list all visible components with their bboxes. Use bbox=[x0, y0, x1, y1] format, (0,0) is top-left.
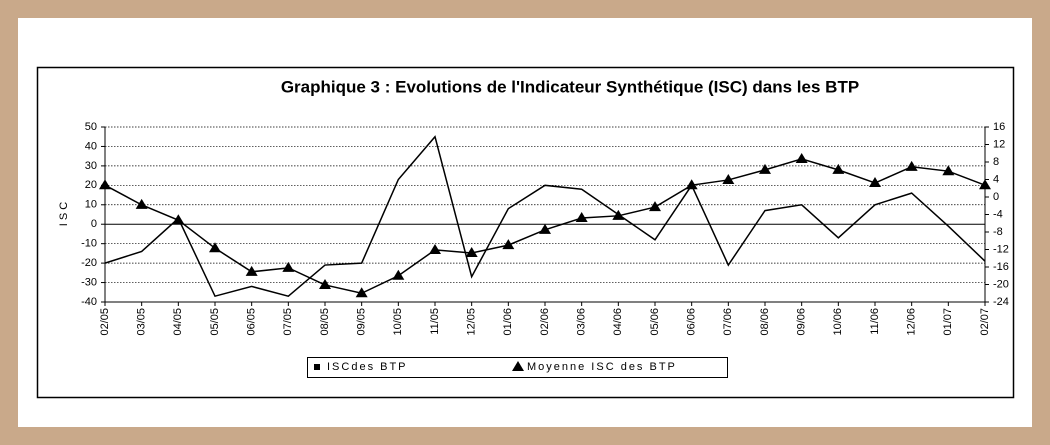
point-marker bbox=[612, 209, 625, 220]
x-tick-label: 12/06 bbox=[906, 308, 918, 336]
point-marker bbox=[465, 247, 478, 257]
point-marker bbox=[209, 242, 221, 253]
point-marker bbox=[575, 212, 588, 222]
y-tick-label: 20 bbox=[85, 179, 97, 191]
point-marker bbox=[832, 163, 845, 174]
x-tick-label: 08/06 bbox=[759, 308, 771, 336]
point-marker bbox=[795, 152, 808, 163]
y-tick-label: -40 bbox=[81, 296, 97, 308]
x-tick-label: 08/05 bbox=[319, 308, 331, 336]
y2-tick-label: -24 bbox=[993, 296, 1009, 308]
point-marker bbox=[282, 261, 295, 272]
y2-tick-label: -16 bbox=[993, 261, 1009, 273]
y-tick-label: 50 bbox=[85, 121, 97, 133]
series-line bbox=[104, 135, 986, 298]
x-tick-label: 07/05 bbox=[282, 308, 294, 336]
point-marker bbox=[905, 160, 918, 171]
point-marker bbox=[685, 179, 698, 190]
point-marker bbox=[942, 165, 955, 176]
point-marker bbox=[649, 201, 661, 212]
x-tick-label: 03/05 bbox=[136, 308, 148, 336]
y2-tick-label: 16 bbox=[993, 121, 1005, 133]
point-marker bbox=[869, 177, 881, 187]
y-tick-label: 10 bbox=[85, 199, 97, 211]
legend-marker bbox=[314, 364, 320, 370]
x-tick-label: 09/06 bbox=[796, 308, 808, 336]
x-tick-label: 07/06 bbox=[722, 308, 734, 336]
point-marker bbox=[392, 269, 405, 280]
legend-label: Moyenne ISC des BTP bbox=[527, 361, 677, 373]
x-tick-label: 06/05 bbox=[246, 308, 258, 336]
legend-label: ISCdes BTP bbox=[327, 361, 408, 373]
x-tick-label: 03/06 bbox=[576, 308, 588, 336]
x-tick-label: 04/05 bbox=[172, 308, 184, 336]
y2-tick-label: 12 bbox=[993, 138, 1005, 150]
x-tick-label: 05/06 bbox=[649, 308, 661, 336]
y-axis-label: I S C bbox=[58, 202, 70, 227]
x-tick-label: 02/07 bbox=[979, 308, 991, 336]
y-tick-label: 30 bbox=[85, 160, 97, 172]
point-marker bbox=[539, 223, 551, 234]
legend-box bbox=[307, 357, 728, 378]
y-tick-label: -10 bbox=[81, 238, 97, 250]
x-tick-label: 12/05 bbox=[466, 308, 478, 336]
y2-tick-label: -4 bbox=[993, 208, 1003, 220]
point-marker bbox=[319, 278, 331, 289]
x-tick-label: 11/06 bbox=[869, 308, 881, 335]
y2-tick-label: 8 bbox=[993, 156, 999, 168]
x-tick-label: 02/06 bbox=[539, 308, 551, 336]
y2-tick-label: 4 bbox=[993, 173, 999, 185]
point-marker bbox=[172, 214, 185, 225]
y2-tick-label: -8 bbox=[993, 226, 1003, 238]
chart-title: Graphique 3 : Evolutions de l'Indicateur… bbox=[281, 77, 859, 96]
y2-tick-label: -12 bbox=[993, 243, 1009, 255]
point-marker bbox=[355, 287, 368, 298]
y-tick-label: 0 bbox=[91, 218, 97, 230]
y2-tick-label: 0 bbox=[993, 191, 999, 203]
y-tick-label: -20 bbox=[81, 257, 97, 269]
x-tick-label: 02/05 bbox=[99, 308, 111, 336]
x-tick-label: 01/06 bbox=[502, 308, 514, 336]
panel bbox=[18, 18, 1032, 427]
point-marker bbox=[429, 243, 441, 254]
x-tick-label: 11/05 bbox=[429, 308, 441, 335]
point-marker bbox=[99, 179, 111, 190]
x-tick-label: 09/05 bbox=[356, 308, 368, 336]
point-marker bbox=[135, 198, 148, 209]
x-tick-label: 05/05 bbox=[209, 308, 221, 336]
point-marker bbox=[245, 265, 258, 276]
x-tick-label: 10/06 bbox=[832, 308, 844, 336]
y2-tick-label: -20 bbox=[993, 278, 1009, 290]
point-marker bbox=[979, 179, 991, 190]
x-tick-label: 10/05 bbox=[392, 308, 404, 336]
point-marker bbox=[502, 239, 515, 250]
chart-border bbox=[36, 66, 1015, 399]
y-tick-label: 40 bbox=[85, 140, 97, 152]
x-tick-label: 06/06 bbox=[686, 308, 698, 336]
x-tick-label: 04/06 bbox=[612, 308, 624, 336]
point-marker bbox=[759, 163, 771, 174]
y-tick-label: -30 bbox=[81, 276, 97, 288]
x-tick-label: 01/07 bbox=[942, 308, 954, 336]
legend-marker bbox=[512, 361, 524, 371]
point-marker bbox=[722, 173, 735, 184]
